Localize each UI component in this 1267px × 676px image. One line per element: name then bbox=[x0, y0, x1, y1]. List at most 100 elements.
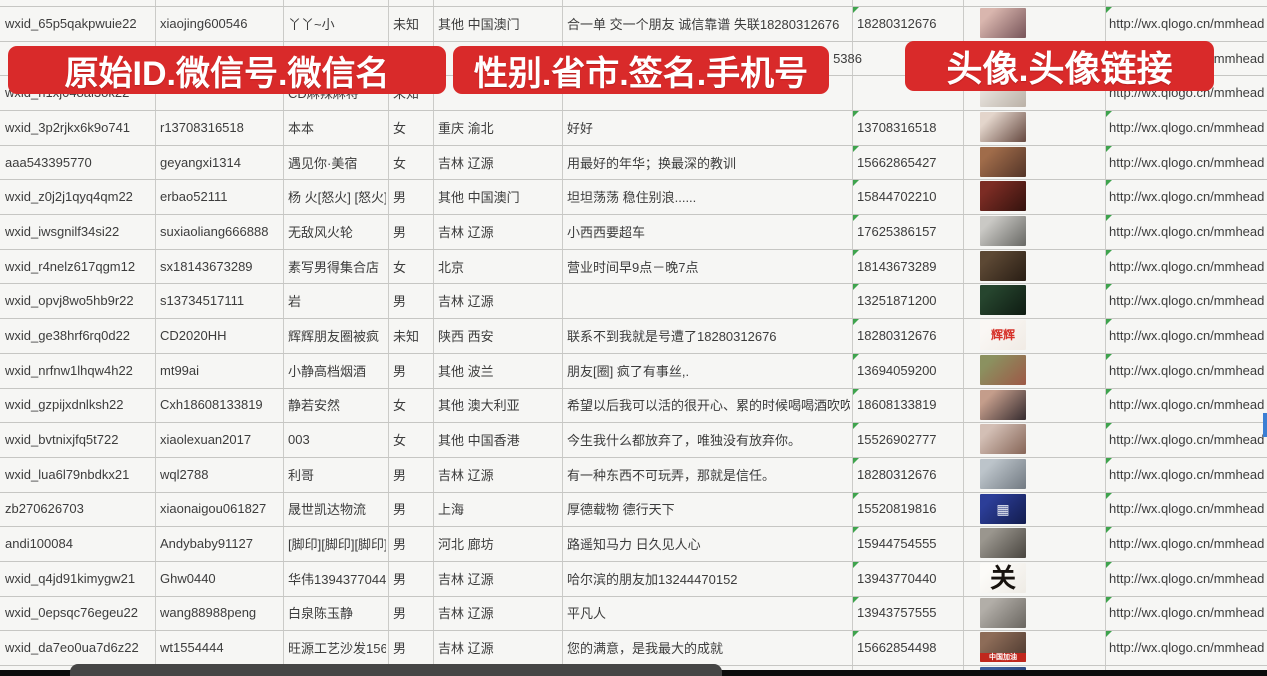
cell-nickname[interactable]: 本本 bbox=[288, 110, 386, 145]
cell-wxid[interactable]: wxid_ge38hrf6rq0d22 bbox=[5, 318, 153, 353]
cell-wechat-id[interactable]: wql2788 bbox=[160, 457, 281, 492]
cell-avatar-url[interactable]: http://wx.qlogo.cn/mmhead bbox=[1109, 388, 1267, 423]
cell-wechat-id[interactable]: xiaonaigou061827 bbox=[160, 492, 281, 527]
cell-nickname[interactable]: 003 bbox=[288, 422, 386, 457]
cell-region[interactable]: 吉林 辽源 bbox=[438, 214, 560, 249]
avatar-image[interactable]: 中国加油 bbox=[980, 632, 1026, 663]
cell-avatar-url[interactable]: http://wx.qlogo.cn/mmhead bbox=[1109, 561, 1267, 596]
cell-nickname[interactable]: 辉辉朋友圈被疯 bbox=[288, 318, 386, 353]
avatar-image[interactable] bbox=[980, 458, 1026, 489]
cell-wxid[interactable]: wxid_iwsgnilf34si22 bbox=[5, 214, 153, 249]
cell-region[interactable]: 吉林 辽源 bbox=[438, 561, 560, 596]
cell-region[interactable]: 吉林 辽源 bbox=[438, 145, 560, 180]
cell-phone[interactable]: 15520819816 bbox=[857, 492, 961, 527]
cell-gender[interactable]: 男 bbox=[393, 283, 431, 318]
cell-region[interactable]: 其他 中国香港 bbox=[438, 422, 560, 457]
cell-phone[interactable]: 15662865427 bbox=[857, 145, 961, 180]
cell-nickname[interactable]: [脚印][脚印][脚印][脚印 bbox=[288, 526, 386, 561]
cell-wxid[interactable]: wxid_nrfnw1lhqw4h22 bbox=[5, 353, 153, 388]
cell-signature[interactable]: 平凡人 bbox=[567, 596, 850, 631]
cell-region[interactable]: 其他 澳大利亚 bbox=[438, 388, 560, 423]
cell-wxid[interactable]: wxid_opvj8wo5hb9r22 bbox=[5, 283, 153, 318]
cell-region[interactable]: 吉林 辽源 bbox=[438, 630, 560, 665]
avatar-image[interactable]: 关 bbox=[980, 562, 1026, 593]
avatar-image[interactable] bbox=[980, 146, 1026, 177]
cell-phone[interactable]: 13251871200 bbox=[857, 283, 961, 318]
cell-avatar-url[interactable]: http://wx.qlogo.cn/mmhead bbox=[1109, 457, 1267, 492]
cell-phone[interactable]: 18280312676 bbox=[857, 457, 961, 492]
cell-signature[interactable]: 有一种东西不可玩弄，那就是信任。 bbox=[567, 457, 850, 492]
cell-avatar-url[interactable]: http://wx.qlogo.cn/mmhead bbox=[1109, 283, 1267, 318]
cell-wechat-id[interactable]: wang88988peng bbox=[160, 596, 281, 631]
avatar-image[interactable] bbox=[980, 424, 1026, 455]
cell-wxid[interactable]: wxid_q4jd91kimygw21 bbox=[5, 561, 153, 596]
cell-wxid[interactable]: andi100084 bbox=[5, 526, 153, 561]
avatar-image[interactable] bbox=[980, 250, 1026, 281]
cell-wechat-id[interactable]: Andybaby91127 bbox=[160, 526, 281, 561]
cell-wechat-id[interactable]: xiaojing600546 bbox=[160, 6, 281, 41]
vertical-scrollbar-fragment[interactable] bbox=[1263, 413, 1267, 437]
cell-signature[interactable]: 5386 bbox=[567, 41, 862, 76]
cell-signature[interactable]: 希望以后我可以活的很开心、累的时候喝喝酒吹吹[ bbox=[567, 388, 850, 423]
cell-wechat-id[interactable]: xiaolexuan2017 bbox=[160, 422, 281, 457]
cell-signature[interactable]: 坦坦荡荡 稳住别浪...... bbox=[567, 179, 850, 214]
cell-avatar-url[interactable]: http://wx.qlogo.cn/mmhead bbox=[1109, 492, 1267, 527]
cell-wxid[interactable]: wxid_gzpijxdnlksh22 bbox=[5, 388, 153, 423]
cell-region[interactable]: 北京 bbox=[438, 249, 560, 284]
cell-gender[interactable]: 男 bbox=[393, 492, 431, 527]
cell-wxid[interactable]: wxid_3p2rjkx6k9o741 bbox=[5, 110, 153, 145]
cell-phone[interactable]: 13943757555 bbox=[857, 596, 961, 631]
cell-gender[interactable]: 男 bbox=[393, 526, 431, 561]
cell-wxid[interactable]: wxid_bvtnixjfq5t722 bbox=[5, 422, 153, 457]
cell-phone[interactable]: 13943770440 bbox=[857, 561, 961, 596]
cell-gender[interactable]: 未知 bbox=[393, 318, 431, 353]
cell-wxid[interactable]: wxid_r4nelz617qgm12 bbox=[5, 249, 153, 284]
cell-signature[interactable]: 好好 bbox=[567, 110, 850, 145]
cell-wechat-id[interactable]: mt99ai bbox=[160, 353, 281, 388]
cell-gender[interactable]: 女 bbox=[393, 249, 431, 284]
cell-nickname[interactable]: 丫丫~小 bbox=[288, 6, 386, 41]
cell-nickname[interactable]: 晟世凯达物流 bbox=[288, 492, 386, 527]
cell-signature[interactable]: 营业时间早9点－晚7点 bbox=[567, 249, 850, 284]
cell-signature[interactable]: 您的满意，是我最大的成就 bbox=[567, 630, 850, 665]
cell-gender[interactable]: 女 bbox=[393, 422, 431, 457]
cell-signature[interactable]: 哈尔滨的朋友加13244470152 bbox=[567, 561, 850, 596]
cell-avatar-url[interactable]: http://wx.qlogo.cn/mmhead bbox=[1109, 318, 1267, 353]
cell-nickname[interactable]: 无敌风火轮 bbox=[288, 214, 386, 249]
cell-wechat-id[interactable]: geyangxi1314 bbox=[160, 145, 281, 180]
cell-wechat-id[interactable]: CD2020HH bbox=[160, 318, 281, 353]
cell-avatar-url[interactable]: http://wx.qlogo.cn/mmhead bbox=[1109, 630, 1267, 665]
avatar-image[interactable] bbox=[980, 597, 1026, 628]
cell-signature[interactable]: 用最好的年华；换最深的教训 bbox=[567, 145, 850, 180]
cell-nickname[interactable]: 旺源工艺沙发15662854 bbox=[288, 630, 386, 665]
cell-phone[interactable]: 15526902777 bbox=[857, 422, 961, 457]
cell-avatar-url[interactable]: http://wx.qlogo.cn/mmhead bbox=[1109, 526, 1267, 561]
cell-phone[interactable]: 15944754555 bbox=[857, 526, 961, 561]
cell-phone[interactable]: 18280312676 bbox=[857, 6, 961, 41]
cell-phone[interactable]: 13708316518 bbox=[857, 110, 961, 145]
cell-nickname[interactable]: 白泉陈玉静 bbox=[288, 596, 386, 631]
cell-phone[interactable]: 18280312676 bbox=[857, 318, 961, 353]
cell-signature[interactable] bbox=[567, 283, 850, 318]
avatar-image[interactable]: 辉辉 bbox=[980, 320, 1026, 351]
cell-phone[interactable]: 18608133819 bbox=[857, 388, 961, 423]
cell-region[interactable]: 上海 bbox=[438, 492, 560, 527]
avatar-image[interactable] bbox=[980, 389, 1026, 420]
cell-avatar-url[interactable]: http://wx.qlogo.cn/mmhead bbox=[1109, 214, 1267, 249]
cell-signature[interactable]: 朋友[圈] 疯了有事丝,. bbox=[567, 353, 850, 388]
cell-wxid[interactable]: wxid_z0j2j1qyq4qm22 bbox=[5, 179, 153, 214]
cell-region[interactable]: 其他 波兰 bbox=[438, 353, 560, 388]
cell-phone[interactable]: 17625386157 bbox=[857, 214, 961, 249]
cell-wechat-id[interactable]: erbao52111 bbox=[160, 179, 281, 214]
cell-nickname[interactable]: 利哥 bbox=[288, 457, 386, 492]
cell-gender[interactable]: 男 bbox=[393, 214, 431, 249]
cell-wechat-id[interactable]: Ghw0440 bbox=[160, 561, 281, 596]
cell-nickname[interactable]: 小静高档烟酒 bbox=[288, 353, 386, 388]
avatar-image[interactable] bbox=[980, 354, 1026, 385]
cell-signature[interactable]: 今生我什么都放弃了，唯独没有放弃你。 bbox=[567, 422, 850, 457]
cell-gender[interactable]: 男 bbox=[393, 457, 431, 492]
cell-gender[interactable]: 男 bbox=[393, 596, 431, 631]
cell-phone[interactable]: 18143673289 bbox=[857, 249, 961, 284]
cell-wechat-id[interactable]: wt1554444 bbox=[160, 630, 281, 665]
cell-wxid[interactable]: wxid_0epsqc76egeu22 bbox=[5, 596, 153, 631]
